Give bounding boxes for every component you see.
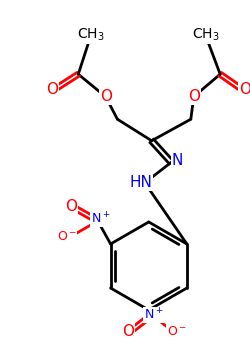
Text: CH$_3$: CH$_3$ bbox=[77, 27, 105, 43]
Text: CH$_3$: CH$_3$ bbox=[192, 27, 219, 43]
Text: N$^+$: N$^+$ bbox=[144, 307, 164, 323]
Text: O: O bbox=[122, 324, 134, 339]
Text: O: O bbox=[46, 82, 58, 97]
Text: O: O bbox=[66, 199, 78, 214]
Text: O: O bbox=[188, 89, 200, 104]
Text: O$^-$: O$^-$ bbox=[167, 325, 187, 338]
Text: N: N bbox=[172, 153, 183, 168]
Text: O$^-$: O$^-$ bbox=[56, 230, 76, 243]
Text: O: O bbox=[238, 82, 250, 97]
Text: N$^+$: N$^+$ bbox=[91, 211, 110, 227]
Text: HN: HN bbox=[130, 175, 152, 190]
Text: O: O bbox=[100, 89, 112, 104]
